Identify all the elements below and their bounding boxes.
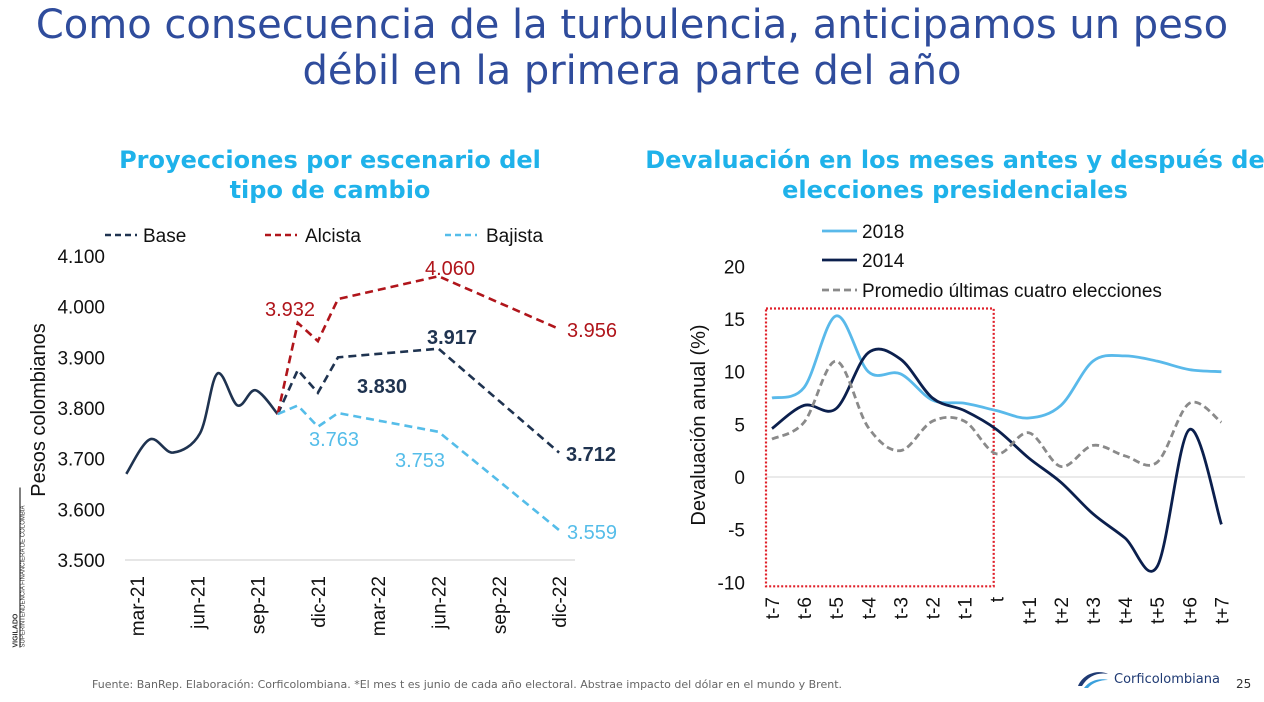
y-tick-label: -10 [718, 573, 745, 594]
data-label: 3.559 [567, 522, 617, 544]
y-tick-label: 0 [734, 468, 745, 489]
data-label: 3.956 [567, 320, 617, 342]
y-tick-label: 3.700 [57, 450, 105, 471]
series-line-alcista [276, 274, 560, 415]
x-tick-label: t+2 [1052, 597, 1073, 624]
right-chart-title: Devaluación en los meses antes y después… [645, 146, 1264, 204]
x-tick-label: t-4 [859, 597, 880, 620]
series-line-1 [771, 347, 1223, 573]
highlight-box [764, 307, 995, 588]
x-tick-label: mar-22 [369, 576, 390, 636]
x-tick-label: t-7 [763, 597, 784, 619]
data-label: 3.932 [265, 299, 315, 321]
brand-name: Corficolombiana [1114, 671, 1220, 687]
y-tick-label: 15 [724, 310, 745, 331]
y-tick-label: 3.600 [57, 500, 105, 521]
y-axis-title: Devaluación anual (%) [688, 324, 710, 525]
x-tick-label: jun-21 [188, 576, 209, 630]
series-line-2 [771, 359, 1223, 468]
x-tick-label: sep-21 [249, 576, 270, 634]
x-tick-label: jun-22 [430, 576, 451, 630]
x-tick-label: t [988, 596, 1009, 602]
x-tick-label: t+5 [1148, 597, 1169, 624]
history-line [125, 372, 279, 475]
data-label: 3.917 [427, 327, 477, 349]
series-line-bajista [277, 403, 560, 532]
y-tick-label: 20 [724, 257, 745, 278]
x-tick-label: t-5 [827, 597, 848, 619]
x-tick-label: t-1 [956, 597, 977, 619]
x-tick-label: sep-22 [490, 576, 511, 634]
vigilado-label: VIGILADO [12, 487, 21, 648]
legend-label: Base [143, 226, 186, 247]
legend-label: Alcista [305, 226, 361, 247]
data-label: 3.830 [357, 376, 407, 398]
x-tick-label: t+6 [1180, 597, 1201, 624]
y-axis-title: Pesos colombianos [28, 323, 50, 496]
x-tick-label: t-2 [924, 597, 945, 619]
series-line-0 [771, 314, 1222, 420]
vigilado-entity: SUPERINTENDENCIA FINANCIERA DE COLOMBIA [20, 505, 27, 648]
x-tick-label: t-3 [891, 597, 912, 619]
x-tick-label: t+7 [1212, 597, 1233, 624]
y-tick-label: 3.900 [57, 348, 105, 369]
data-label: 4.060 [425, 258, 475, 280]
x-tick-label: dic-22 [550, 576, 571, 628]
y-tick-label: 10 [724, 363, 745, 384]
data-label: 3.763 [309, 429, 359, 451]
legend-label: Bajista [486, 226, 543, 247]
x-tick-label: t+1 [1020, 597, 1041, 624]
y-tick-label: 3.500 [57, 551, 105, 572]
vigilado-seal: VIGILADO SUPERINTENDENCIA FINANCIERA DE … [12, 487, 28, 648]
page-number: 25 [1236, 677, 1252, 691]
y-tick-label: 3.800 [57, 399, 105, 420]
legend-label: 2014 [862, 251, 905, 272]
x-tick-label: t+3 [1084, 597, 1105, 624]
brand-logo: Corficolombiana [1076, 668, 1220, 690]
source-note: Fuente: BanRep. Elaboración: Corficolomb… [92, 678, 843, 691]
data-label: 3.712 [566, 444, 616, 466]
legend-label: Promedio últimas cuatro elecciones [862, 281, 1162, 302]
y-tick-label: 4.100 [57, 247, 105, 268]
left-chart-title: Proyecciones por escenario del tipo de c… [119, 146, 541, 204]
legend-label: 2018 [862, 222, 904, 243]
y-tick-label: 5 [734, 415, 745, 436]
brand-swoosh-icon [1078, 672, 1108, 688]
x-tick-label: dic-21 [309, 576, 330, 628]
y-tick-label: -5 [728, 521, 745, 542]
y-tick-label: 4.000 [57, 298, 105, 319]
x-tick-label: mar-21 [128, 576, 149, 636]
x-tick-label: t-6 [795, 597, 816, 619]
data-label: 3.753 [395, 450, 445, 472]
x-tick-label: t+4 [1116, 597, 1137, 624]
series-line-base [276, 347, 560, 454]
slide-title: Como consecuencia de la turbulencia, ant… [35, 2, 1229, 94]
